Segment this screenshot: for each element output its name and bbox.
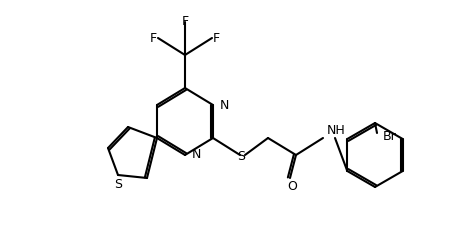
Text: S: S bbox=[236, 150, 245, 163]
Text: Br: Br bbox=[382, 131, 396, 143]
Text: N: N bbox=[191, 149, 201, 161]
Text: N: N bbox=[219, 99, 229, 111]
Text: F: F bbox=[213, 32, 220, 45]
Text: F: F bbox=[181, 14, 188, 27]
Text: NH: NH bbox=[326, 124, 345, 137]
Text: S: S bbox=[114, 178, 122, 191]
Text: F: F bbox=[150, 32, 157, 45]
Text: O: O bbox=[286, 181, 297, 193]
